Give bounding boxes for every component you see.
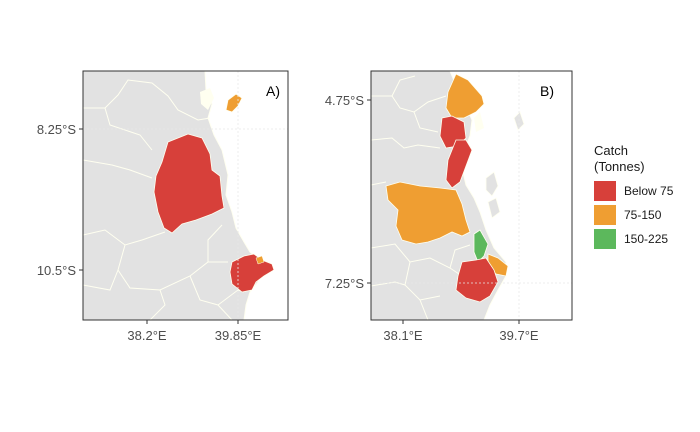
panel-b-map (371, 71, 572, 320)
panel-b-island-1 (485, 171, 499, 197)
panel-a-x-tick-1: 38.2°E (127, 328, 167, 343)
panel-a-y-tick-2: 10.5°S (37, 263, 77, 278)
legend-label-150-225: 150-225 (624, 232, 669, 246)
panel-a-axis-ticks (79, 128, 239, 324)
panel-b-region-below75-b (445, 139, 473, 189)
legend-label-75-150: 75-150 (624, 208, 662, 222)
panel-b-tag: B) (540, 83, 554, 99)
panel-b-x-tick-2: 39.7°E (499, 328, 539, 343)
legend-title-line1: Catch (594, 143, 628, 158)
panel-b-region-below75-south (455, 257, 499, 303)
legend-items: Below 75 75-150 150-225 (594, 179, 673, 251)
panel-b-y-tick-2: 7.25°S (325, 276, 365, 291)
legend-title: Catch (Tonnes) (594, 143, 673, 175)
legend-item-75-150: 75-150 (594, 203, 673, 227)
panel-b-axis-ticks (367, 99, 520, 324)
panel-a-graticule (83, 71, 288, 320)
panel-b-region-75-150-central (385, 181, 471, 245)
panel-b-y-tick-1: 4.75°S (325, 93, 365, 108)
panel-b-region-75-150-north (445, 73, 485, 119)
panel-a-frame (82, 70, 289, 321)
legend-swatch-below-75 (594, 181, 616, 201)
legend-item-below-75: Below 75 (594, 179, 673, 203)
legend: Catch (Tonnes) Below 75 75-150 150-225 (594, 143, 673, 251)
panel-a-map (83, 71, 288, 320)
panel-a-tag: A) (266, 83, 280, 99)
panel-a-region-75-150-north (225, 93, 243, 113)
legend-label-below-75: Below 75 (624, 184, 674, 198)
panel-a-region-below75-south (229, 253, 275, 293)
panel-a-region-75-150-small (255, 255, 265, 265)
panel-b-island-2 (487, 197, 501, 219)
panel-a-island (200, 88, 214, 110)
legend-swatch-150-225 (594, 229, 616, 249)
panel-b-graticule (371, 71, 572, 320)
legend-title-line2: (Tonnes) (594, 159, 645, 174)
panel-b-frame (370, 70, 573, 321)
legend-item-150-225: 150-225 (594, 227, 673, 251)
panel-a-borders (83, 79, 245, 320)
panel-a-region-below75-central (153, 133, 225, 234)
legend-swatch-75-150 (594, 205, 616, 225)
panel-b-borders (371, 75, 471, 320)
panel-b-island-4 (474, 112, 484, 132)
panel-a-y-tick-1: 8.25°S (37, 122, 77, 137)
panel-b-region-150-225 (473, 229, 489, 263)
panel-a-x-tick-2: 39.85°E (215, 328, 262, 343)
panel-b-x-tick-1: 38.1°E (383, 328, 423, 343)
